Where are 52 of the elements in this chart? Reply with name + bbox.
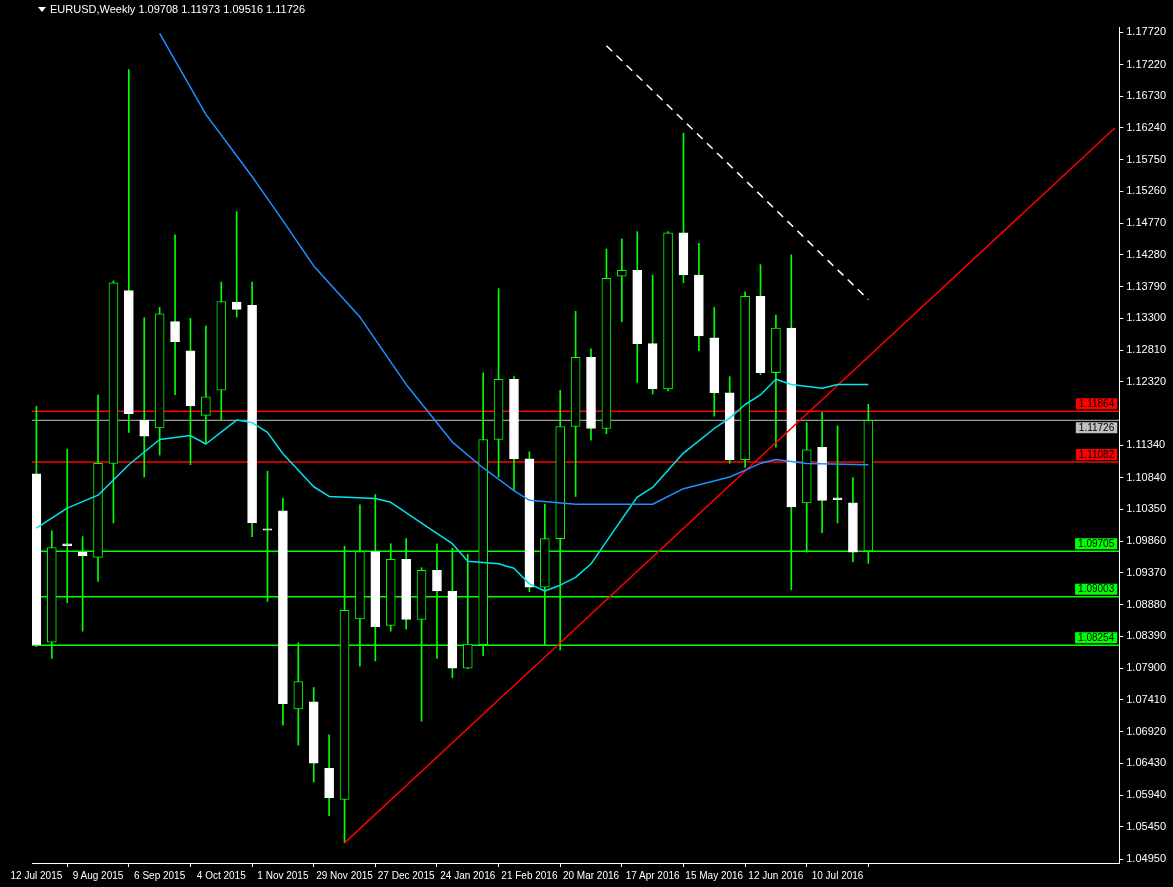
y-tick-label: 1.16240 — [1126, 121, 1166, 134]
y-tick-label: 1.09860 — [1126, 534, 1166, 547]
y-tick-label: 1.15750 — [1126, 152, 1166, 165]
ref-line-label: 1.11082 — [1078, 448, 1115, 460]
ref-line-label: 1.08254 — [1078, 631, 1115, 643]
y-tick-label: 1.13790 — [1126, 279, 1166, 292]
y-tick-label: 1.17720 — [1126, 25, 1166, 38]
y-tick-label: 1.05940 — [1126, 788, 1166, 801]
x-tick-label: 4 Oct 2015 — [196, 869, 247, 881]
candlestick — [170, 234, 180, 396]
y-tick-label: 1.10350 — [1126, 502, 1166, 515]
ref-line-label: 1.11864 — [1078, 398, 1115, 410]
x-tick-label: 15 May 2016 — [685, 869, 744, 881]
y-tick-label: 1.15260 — [1126, 184, 1166, 197]
y-tick-label: 1.07410 — [1126, 692, 1166, 705]
x-tick-label: 9 Aug 2015 — [72, 869, 124, 881]
chart-title: EURUSD,Weekly 1.09708 1.11973 1.09516 1.11726 — [50, 3, 306, 15]
y-tick-label: 1.08390 — [1126, 629, 1166, 642]
ref-line-label: 1.09705 — [1078, 537, 1115, 549]
y-tick-label: 1.10840 — [1126, 470, 1166, 483]
y-tick-label: 1.16730 — [1126, 89, 1166, 102]
x-tick-label: 29 Nov 2015 — [316, 869, 374, 881]
y-tick-label: 1.08880 — [1126, 597, 1166, 610]
y-tick-label: 1.07900 — [1126, 661, 1166, 674]
y-tick-label: 1.13300 — [1126, 311, 1166, 324]
ref-line-label: 1.09003 — [1078, 583, 1115, 595]
x-tick-label: 12 Jul 2015 — [10, 869, 63, 881]
x-tick-label: 27 Dec 2015 — [377, 869, 435, 881]
y-tick-label: 1.11340 — [1126, 438, 1166, 451]
x-tick-label: 20 Mar 2016 — [562, 869, 620, 881]
y-tick-label: 1.05450 — [1126, 819, 1166, 832]
y-tick-label: 1.12320 — [1126, 374, 1166, 387]
y-tick-label: 1.14280 — [1126, 247, 1166, 260]
y-tick-label: 1.06920 — [1126, 724, 1166, 737]
candlestick — [617, 238, 627, 322]
x-tick-label: 10 Jul 2016 — [811, 869, 864, 881]
y-tick-label: 1.04950 — [1126, 852, 1166, 865]
y-tick-label: 1.17220 — [1126, 57, 1166, 70]
y-tick-label: 1.06430 — [1126, 756, 1166, 769]
candlestick — [231, 211, 242, 318]
x-tick-label: 6 Sep 2015 — [134, 869, 186, 881]
candlestick — [139, 317, 150, 478]
y-tick-label: 1.09370 — [1126, 565, 1166, 578]
candlestick — [201, 325, 211, 444]
ref-line-label: 1.11726 — [1078, 422, 1115, 434]
y-tick-label: 1.14770 — [1126, 216, 1166, 229]
x-tick-label: 12 Jun 2016 — [748, 869, 804, 881]
y-tick-label: 1.12810 — [1126, 343, 1166, 356]
x-tick-label: 21 Feb 2016 — [501, 869, 558, 881]
x-tick-label: 1 Nov 2015 — [257, 869, 309, 881]
x-tick-label: 24 Jan 2016 — [440, 869, 496, 881]
x-tick-label: 17 Apr 2016 — [625, 869, 681, 881]
